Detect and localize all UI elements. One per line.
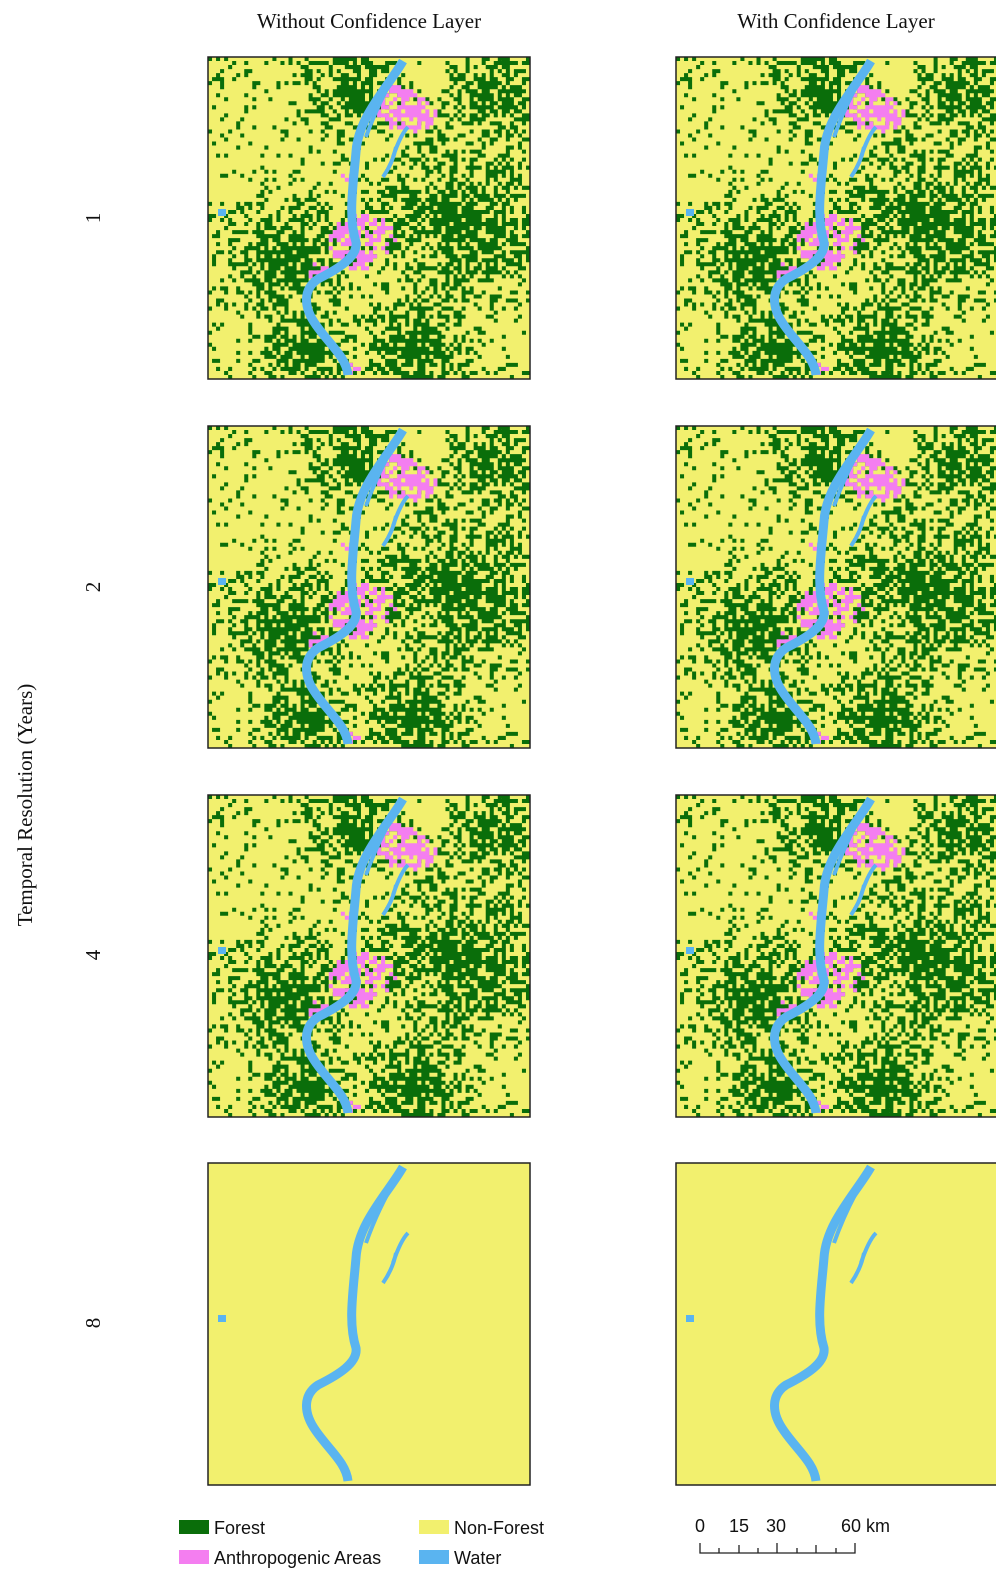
map-panel bbox=[676, 57, 996, 379]
legend-label: Forest bbox=[214, 1518, 265, 1538]
row-label: 1 bbox=[81, 213, 105, 224]
legend-label: Water bbox=[454, 1548, 501, 1568]
page: {"column_titles": ["Without Confidence L… bbox=[0, 0, 996, 1579]
row-label: 4 bbox=[81, 949, 105, 960]
map-panel bbox=[208, 57, 530, 379]
map-panel bbox=[676, 1163, 996, 1485]
row-label: 2 bbox=[81, 582, 105, 593]
scale-label: 15 bbox=[729, 1516, 749, 1536]
legend-swatch bbox=[179, 1520, 209, 1534]
figure: Without Confidence Layer With Confidence… bbox=[0, 0, 996, 1579]
legend-swatch bbox=[419, 1550, 449, 1564]
map-panel bbox=[676, 795, 996, 1117]
legend-swatch bbox=[419, 1520, 449, 1534]
row-label: 8 bbox=[81, 1318, 105, 1329]
legend: Forest Anthropogenic Areas Non-Forest Wa… bbox=[179, 1518, 544, 1568]
scale-label: 0 bbox=[695, 1516, 705, 1536]
map-panel bbox=[208, 426, 530, 748]
scale-label: 30 bbox=[766, 1516, 786, 1536]
scale-label: 60 km bbox=[841, 1516, 890, 1536]
y-axis-label: Temporal Resolution (Years) bbox=[13, 684, 37, 927]
map-panel bbox=[208, 1163, 530, 1485]
column-title: With Confidence Layer bbox=[737, 9, 934, 33]
legend-label: Non-Forest bbox=[454, 1518, 544, 1538]
column-title: Without Confidence Layer bbox=[257, 9, 481, 33]
scale-ticks bbox=[700, 1543, 855, 1553]
legend-label: Anthropogenic Areas bbox=[214, 1548, 381, 1568]
scale-bar: 0 15 30 60 km bbox=[695, 1516, 890, 1553]
map-panel bbox=[208, 795, 530, 1117]
map-panel bbox=[676, 426, 996, 748]
legend-swatch bbox=[179, 1550, 209, 1564]
